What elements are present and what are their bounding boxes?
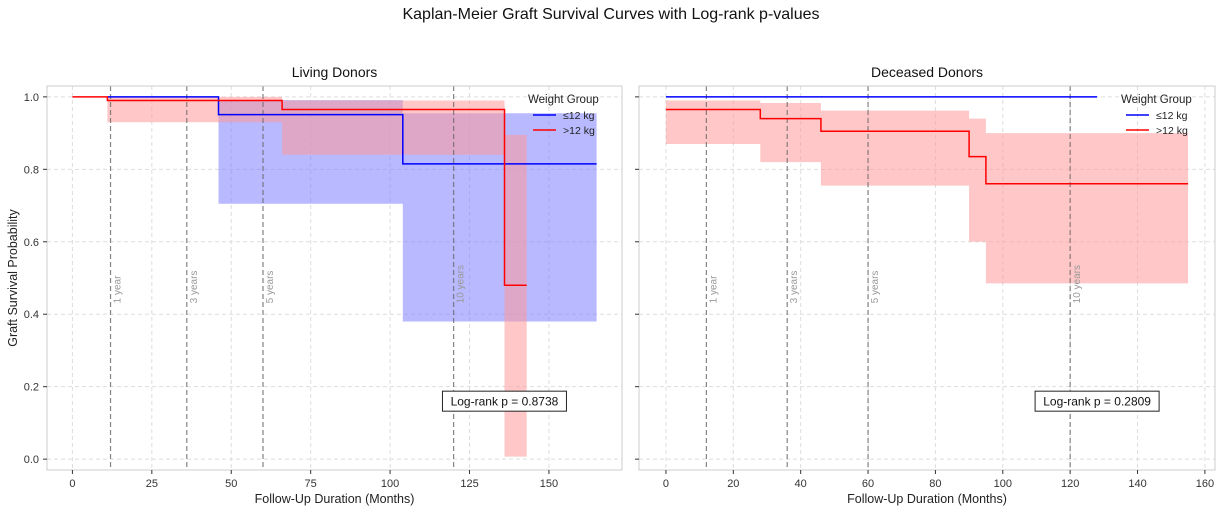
y-tick-label: 0.4 — [24, 309, 39, 321]
milestone-label: 1 year — [708, 275, 719, 303]
survival-curve-2 — [665, 108, 1189, 185]
legend-label: >12 kg — [1156, 125, 1188, 137]
legend-title: Weight Group — [528, 94, 599, 106]
x-tick-label: 40 — [795, 478, 807, 490]
milestone-label: 1 year — [113, 275, 124, 303]
x-tick-label: 140 — [1128, 478, 1146, 490]
x-tick-label: 80 — [929, 478, 941, 490]
x-tick-label: 0 — [69, 478, 75, 490]
milestone-label: 10 years — [456, 265, 467, 303]
x-tick-label: 150 — [540, 478, 558, 490]
x-tick-label: 100 — [994, 478, 1012, 490]
x-tick-label: 20 — [727, 478, 739, 490]
panel-title: Living Donors — [292, 64, 378, 80]
x-tick-label: 60 — [862, 478, 874, 490]
confidence-band-2 — [107, 96, 527, 457]
chart-panel-2: 1 year 3 years 5 years 10 years 0 20 40 60 80 100… — [635, 64, 1216, 506]
y-tick-label: 1.0 — [24, 92, 39, 104]
figure-title: Kaplan-Meier Graft Survival Curves with … — [402, 6, 820, 23]
y-axis-label: Graft Survival Probability — [6, 208, 20, 346]
plot-frame — [638, 85, 1216, 471]
y-tick-label: 0.6 — [24, 237, 39, 249]
x-axis-label: Follow-Up Duration (Months) — [255, 492, 415, 506]
annotation-text: Log-rank p = 0.2809 — [1043, 395, 1151, 409]
milestone-label: 10 years — [1072, 265, 1083, 303]
milestone-label: 5 years — [265, 271, 276, 304]
chart-panel-1: 1 year 3 years 5 years 10 years 0 25 50 75 100 12… — [6, 64, 623, 506]
x-tick-label: 125 — [460, 478, 478, 490]
annotation-text: Log-rank p = 0.8738 — [451, 395, 559, 409]
y-tick-label: 0.2 — [24, 382, 39, 394]
milestone-label: 3 years — [789, 271, 800, 304]
legend-label: ≤12 kg — [563, 110, 595, 122]
logrank-annotation: Log-rank p = 0.8738 — [441, 390, 567, 412]
y-tick-label: 0.8 — [24, 164, 39, 176]
x-tick-label: 100 — [381, 478, 399, 490]
logrank-annotation: Log-rank p = 0.2809 — [1034, 390, 1160, 412]
annotation-box — [441, 390, 567, 412]
panel-title: Deceased Donors — [871, 64, 983, 80]
legend-label: >12 kg — [563, 125, 595, 137]
milestone-label: 5 years — [870, 271, 881, 304]
x-axis-label: Follow-Up Duration (Months) — [847, 492, 1007, 506]
legend-title: Weight Group — [1121, 94, 1192, 106]
annotation-box — [1034, 390, 1160, 412]
survival-curve-2 — [72, 96, 527, 286]
x-tick-label: 75 — [305, 478, 317, 490]
milestone-label: 3 years — [189, 271, 200, 304]
x-tick-label: 50 — [225, 478, 237, 490]
y-tick-label: 0.0 — [24, 454, 39, 466]
x-tick-label: 25 — [146, 478, 158, 490]
x-tick-label: 120 — [1061, 478, 1079, 490]
plot-frame — [46, 85, 623, 471]
legend-label: ≤12 kg — [1156, 110, 1188, 122]
survival-curve-1 — [107, 96, 597, 165]
confidence-band-2 — [665, 100, 1189, 284]
x-tick-label: 160 — [1196, 478, 1214, 490]
x-tick-label: 0 — [663, 478, 669, 490]
